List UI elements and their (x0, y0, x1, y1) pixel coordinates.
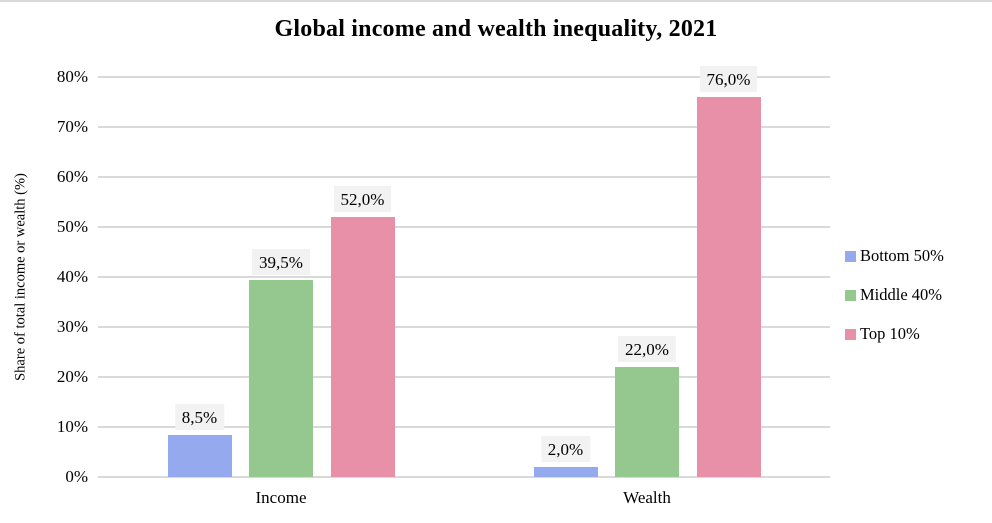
legend-item-middle-40: Middle 40% (845, 285, 944, 305)
legend-marker-top-10-icon (845, 328, 856, 340)
plot-area: 8,5% 39,5% 52,0% 2,0% 22,0% 76,0% (98, 66, 830, 478)
data-label-income-top-10: 52,0% (333, 186, 392, 212)
bar-income-top-10 (330, 217, 395, 477)
y-tick-label-40: 40% (56, 267, 88, 286)
gridline-30 (98, 326, 830, 328)
legend-marker-bottom-50-icon (845, 250, 856, 262)
data-label-wealth-bottom-50: 2,0% (540, 436, 591, 462)
gridline-60 (98, 176, 830, 178)
legend-label-middle-40: Middle 40% (860, 285, 943, 304)
y-tick-label-70: 70% (56, 117, 88, 136)
bar-wealth-bottom-50 (533, 467, 598, 477)
bar-income-bottom-50 (167, 434, 232, 477)
bar-income-middle-40 (249, 279, 313, 477)
legend-item-top-10: Top 10% (845, 324, 944, 344)
gridline-10 (98, 426, 830, 428)
y-tick-label-20: 20% (56, 367, 88, 386)
gridline-40 (98, 276, 830, 278)
data-label-wealth-top-10: 76,0% (699, 66, 758, 92)
data-label-wealth-middle-40: 22,0% (618, 336, 676, 362)
legend-marker-middle-40-icon (845, 289, 856, 301)
legend-label-bottom-50: Bottom 50% (860, 246, 944, 265)
legend-item-bottom-50: Bottom 50% (845, 246, 944, 266)
y-tick-label-80: 80% (56, 67, 88, 86)
x-tick-label-wealth: Wealth (623, 488, 671, 507)
top-border-line (0, 0, 992, 2)
bar-wealth-middle-40 (615, 367, 679, 477)
gridline-20 (98, 376, 830, 378)
y-tick-label-30: 30% (56, 317, 88, 336)
chart-title: Global income and wealth inequality, 202… (274, 16, 718, 42)
data-label-income-bottom-50: 8,5% (174, 403, 225, 430)
y-tick-label-10: 10% (56, 417, 88, 436)
y-tick-label-60: 60% (56, 167, 88, 186)
y-tick-label-50: 50% (56, 217, 88, 236)
data-label-income-middle-40: 39,5% (252, 248, 310, 275)
gridline-80 (98, 76, 830, 78)
bar-wealth-top-10 (696, 97, 761, 477)
x-tick-label-income: Income (255, 488, 307, 507)
gridline-0 (98, 476, 830, 478)
gridline-50 (98, 226, 830, 228)
y-tick-label-0: 0% (65, 467, 88, 486)
y-axis-title: Share of total income or wealth (%) (12, 173, 29, 381)
legend-label-top-10: Top 10% (860, 324, 920, 343)
gridline-70 (98, 126, 830, 128)
legend: Bottom 50% Middle 40% Top 10% (845, 246, 944, 344)
